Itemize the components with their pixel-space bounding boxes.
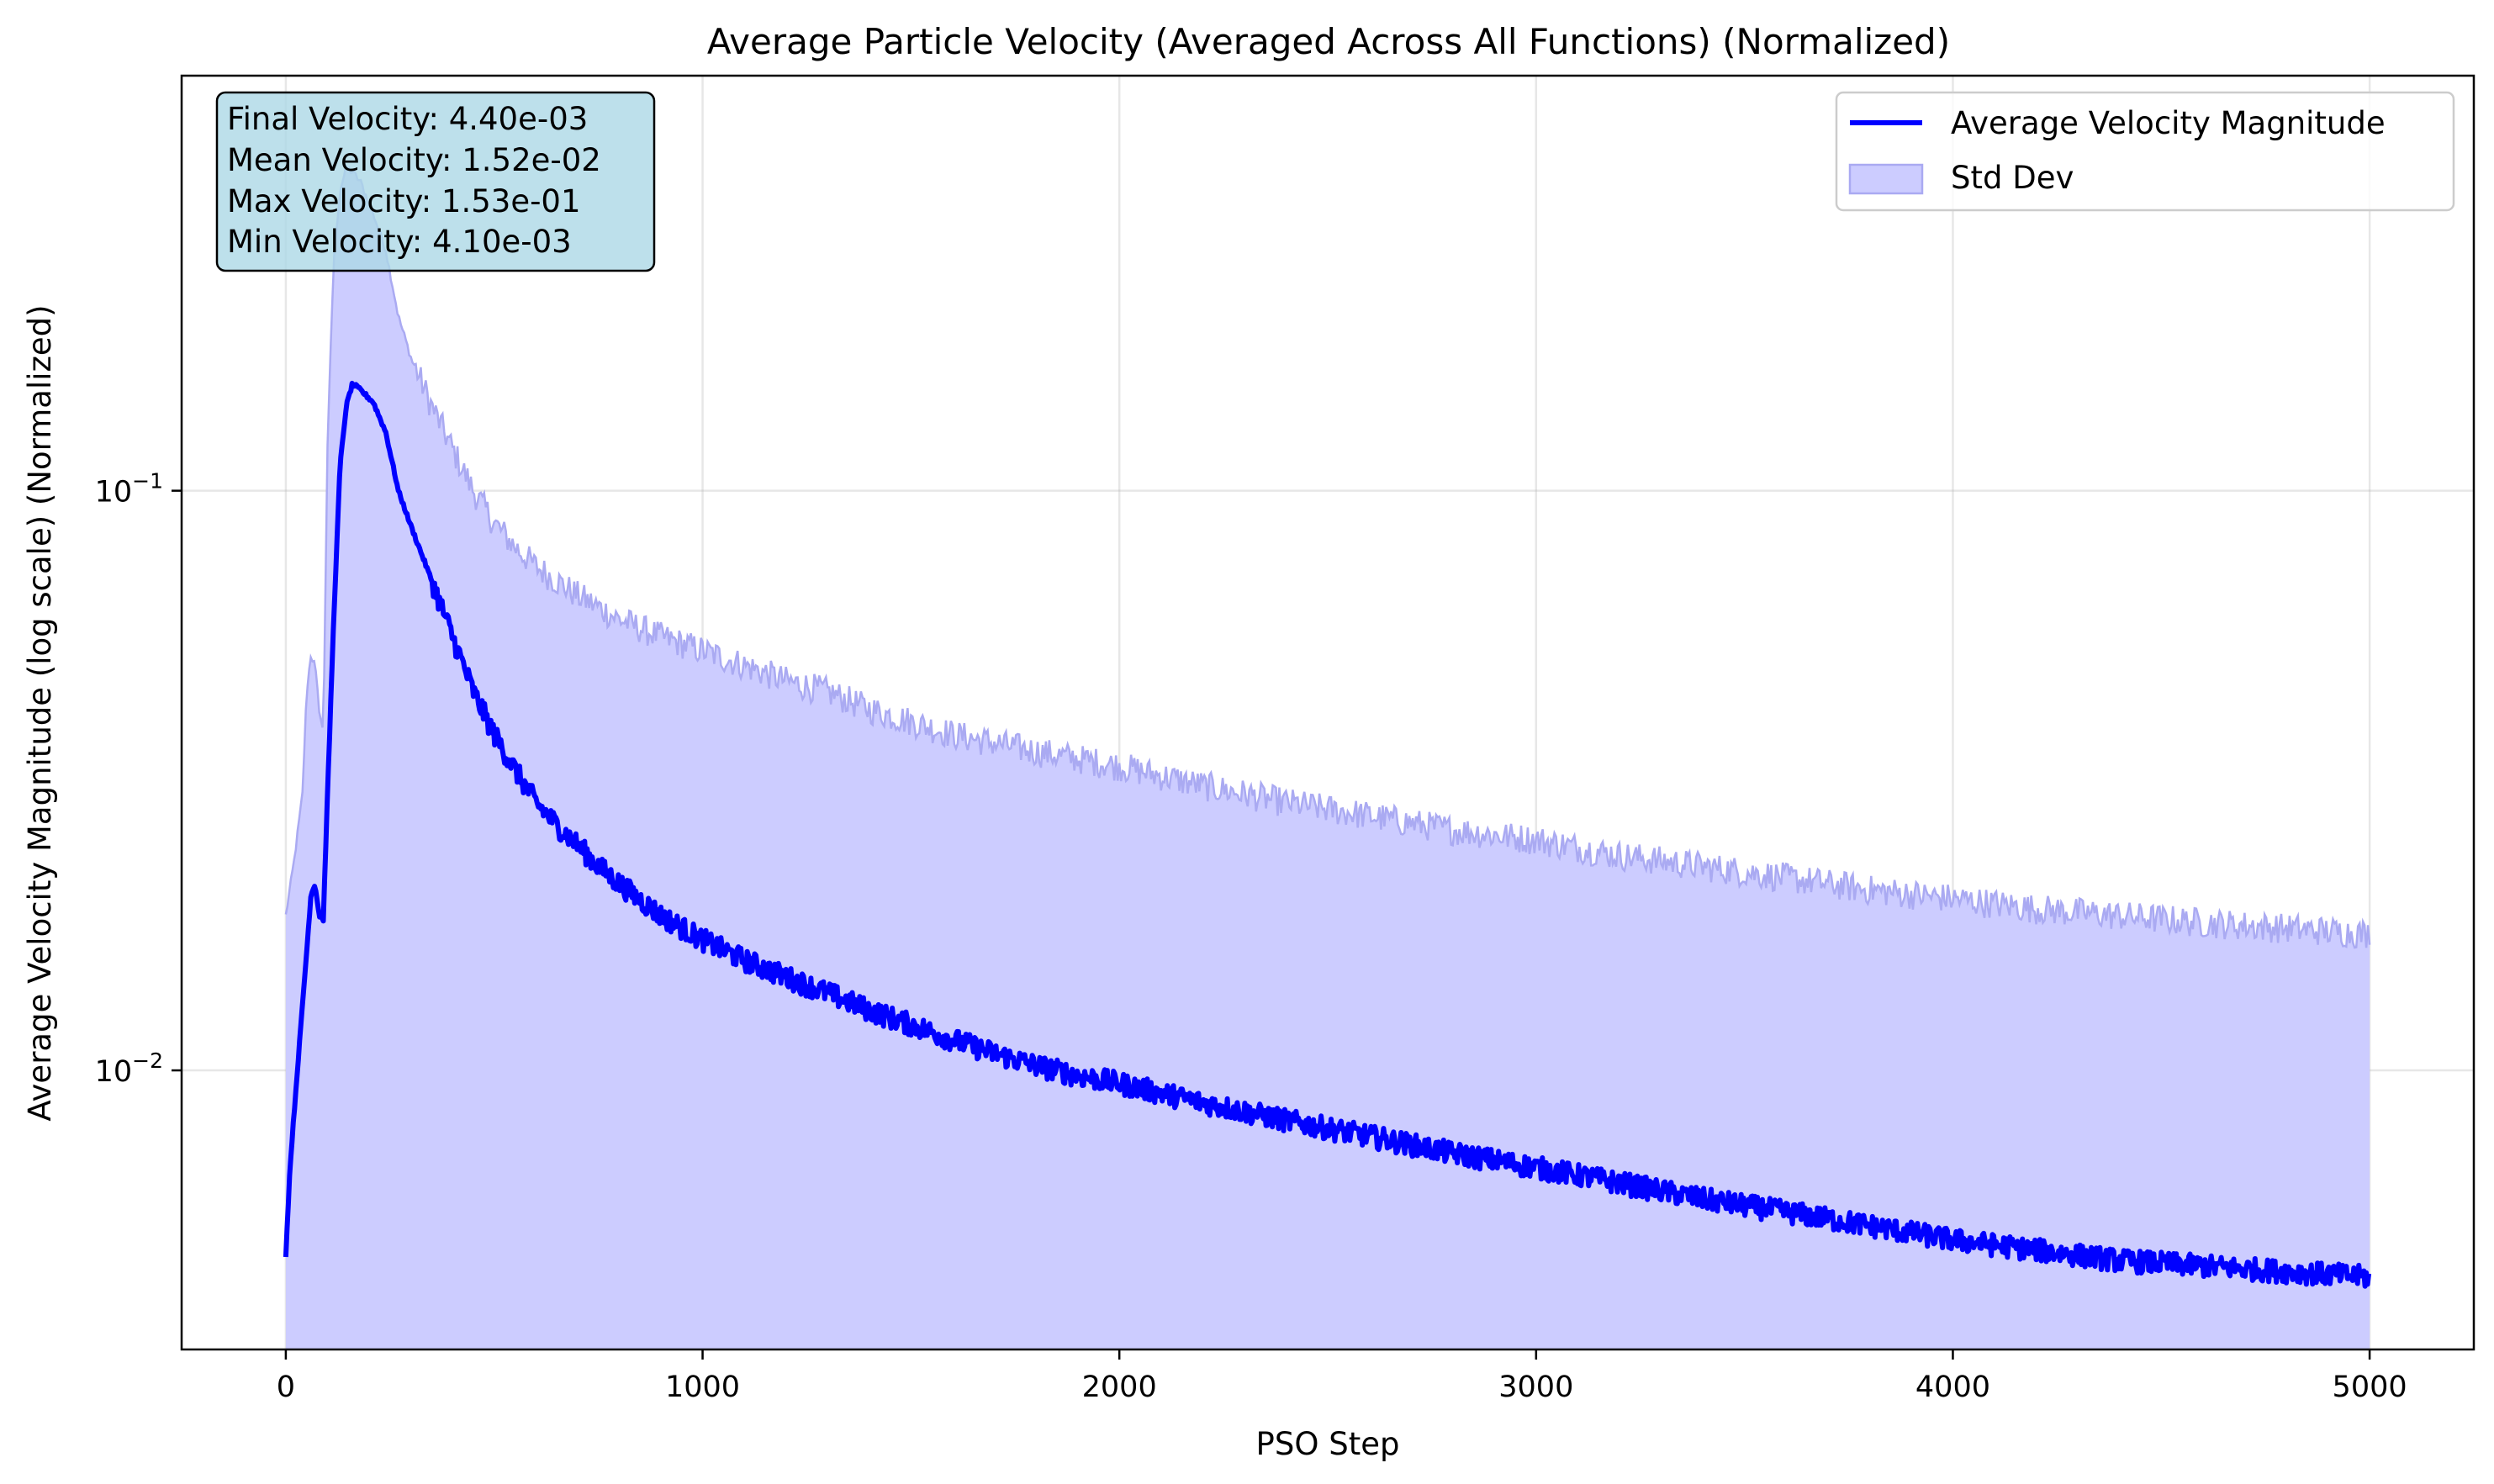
plot-frame [180,74,2476,1351]
legend-band-swatch [1848,163,1924,195]
y-tick-label: 10−1 [95,469,163,510]
stat-final-velocity: Final Velocity: 4.40e-03 [227,101,588,137]
stat-max-velocity: Max Velocity: 1.53e-01 [227,183,581,219]
y-tick-exponent: −2 [132,1048,163,1073]
x-tick-label: 4000 [1915,1370,1990,1404]
chart-title: Average Particle Velocity (Averaged Acro… [707,21,1950,62]
std-dev-band [285,166,2370,1349]
x-tick-label: 2000 [1082,1370,1157,1404]
y-tick-base: 10 [95,476,133,510]
y-tick-base: 10 [95,1055,133,1089]
x-axis-ticks: 0 1000 2000 3000 4000 5000 [277,1349,2407,1404]
x-tick-label: 0 [277,1370,295,1404]
y-axis-label: Average Velocity Magnitude (log scale) (… [22,304,58,1121]
average-velocity-line [283,380,2372,1289]
legend-label-average-velocity: Average Velocity Magnitude [1951,105,2386,141]
stats-box: Final Velocity: 4.40e-03 Mean Velocity: … [215,91,656,272]
y-tick-label: 10−2 [95,1048,163,1089]
legend-frame [1835,91,2455,212]
legend: Average Velocity Magnitude Std Dev [1835,91,2455,212]
stat-min-velocity: Min Velocity: 4.10e-03 [227,224,572,260]
std-dev-band-edge [284,162,2371,949]
legend-label-std-dev: Std Dev [1951,160,2074,196]
x-tick-label: 5000 [2333,1370,2407,1404]
x-tick-label: 1000 [665,1370,740,1404]
x-axis-label: PSO Step [1256,1426,1400,1462]
y-tick-exponent: −1 [132,469,163,494]
stat-mean-velocity: Mean Velocity: 1.52e-02 [227,142,601,178]
y-axis-ticks: 10−110−2 [95,469,182,1089]
x-tick-label: 3000 [1498,1370,1573,1404]
stats-box-background [215,91,656,272]
